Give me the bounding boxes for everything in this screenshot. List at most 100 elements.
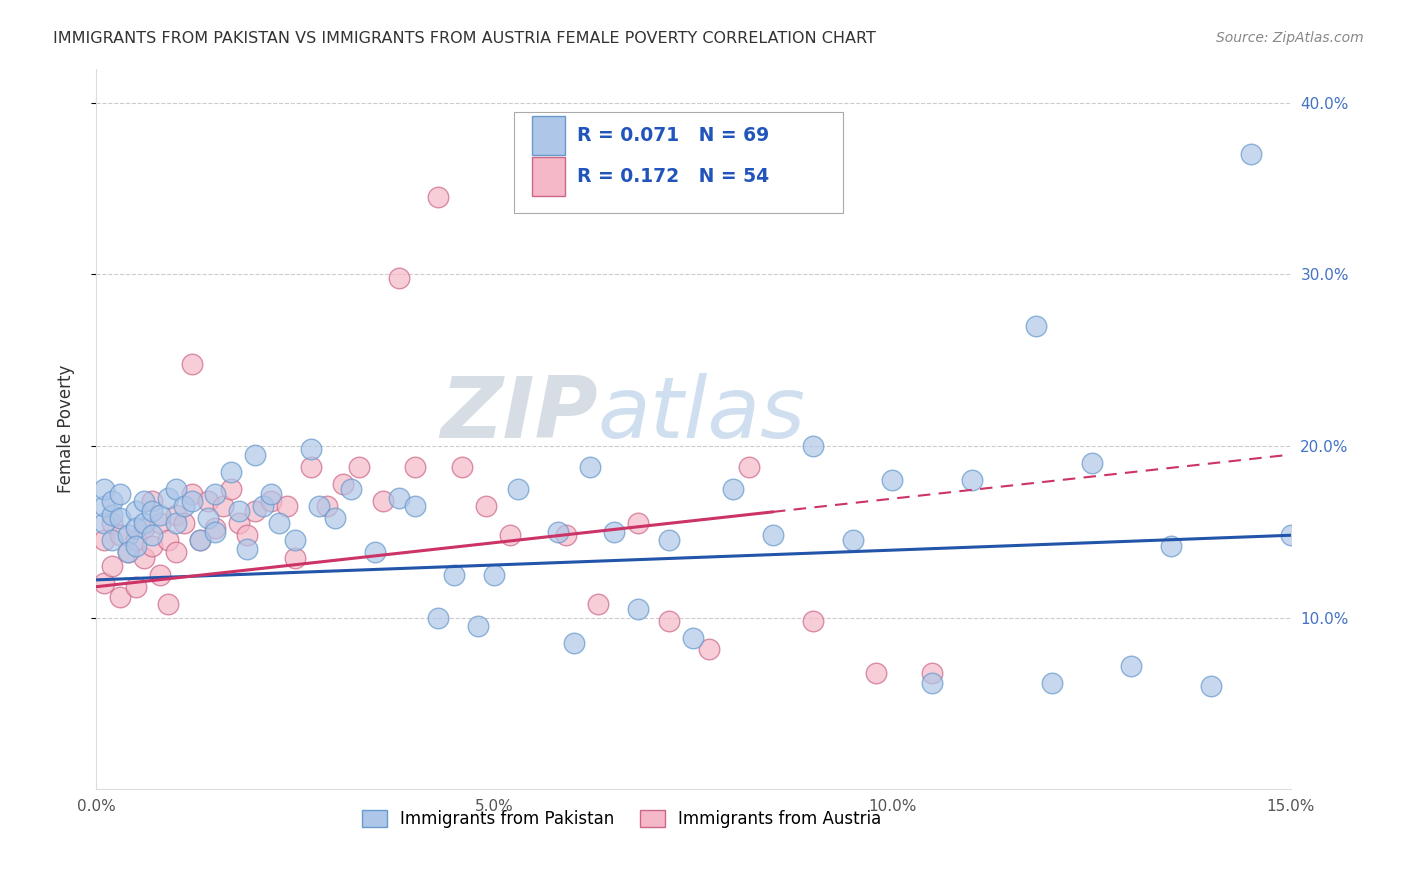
- Point: [451, 459, 474, 474]
- Point: [245, 504, 267, 518]
- Point: [721, 482, 744, 496]
- Point: [204, 487, 226, 501]
- Point: [499, 528, 522, 542]
- Point: [316, 499, 339, 513]
- Point: [1279, 528, 1302, 542]
- Point: [132, 521, 155, 535]
- Point: [308, 499, 330, 513]
- Point: [284, 550, 307, 565]
- Text: R = 0.071   N = 69: R = 0.071 N = 69: [578, 126, 769, 145]
- Point: [93, 516, 115, 531]
- Point: [404, 499, 426, 513]
- Point: [260, 494, 283, 508]
- Point: [180, 487, 202, 501]
- Point: [132, 550, 155, 565]
- Point: [332, 476, 354, 491]
- Point: [276, 499, 298, 513]
- Point: [364, 545, 387, 559]
- Point: [228, 516, 250, 531]
- Point: [762, 528, 785, 542]
- Point: [841, 533, 863, 548]
- Point: [1199, 679, 1222, 693]
- Point: [93, 482, 115, 496]
- Point: [197, 511, 219, 525]
- Point: [204, 521, 226, 535]
- Legend: Immigrants from Pakistan, Immigrants from Austria: Immigrants from Pakistan, Immigrants fro…: [356, 804, 887, 835]
- Point: [156, 533, 179, 548]
- Point: [921, 665, 943, 680]
- Point: [125, 533, 148, 548]
- Point: [108, 487, 131, 501]
- Point: [149, 567, 172, 582]
- Point: [299, 459, 322, 474]
- Point: [865, 665, 887, 680]
- Point: [1240, 147, 1263, 161]
- Point: [388, 271, 411, 285]
- Point: [1160, 539, 1182, 553]
- Point: [475, 499, 498, 513]
- Point: [697, 641, 720, 656]
- Text: atlas: atlas: [598, 373, 806, 456]
- Point: [149, 516, 172, 531]
- Point: [101, 516, 124, 531]
- Point: [371, 494, 394, 508]
- Point: [960, 474, 983, 488]
- Point: [921, 676, 943, 690]
- Text: IMMIGRANTS FROM PAKISTAN VS IMMIGRANTS FROM AUSTRIA FEMALE POVERTY CORRELATION C: IMMIGRANTS FROM PAKISTAN VS IMMIGRANTS F…: [53, 31, 876, 46]
- Point: [388, 491, 411, 505]
- Point: [1121, 658, 1143, 673]
- Point: [506, 482, 529, 496]
- Point: [108, 511, 131, 525]
- FancyBboxPatch shape: [531, 116, 565, 155]
- Point: [173, 499, 195, 513]
- Point: [228, 504, 250, 518]
- FancyBboxPatch shape: [531, 157, 565, 196]
- Point: [204, 524, 226, 539]
- Point: [602, 524, 624, 539]
- Point: [101, 494, 124, 508]
- Point: [93, 576, 115, 591]
- Point: [173, 516, 195, 531]
- Point: [1080, 456, 1102, 470]
- Point: [236, 541, 259, 556]
- Text: Source: ZipAtlas.com: Source: ZipAtlas.com: [1216, 31, 1364, 45]
- Point: [125, 539, 148, 553]
- Point: [101, 559, 124, 574]
- Point: [626, 516, 648, 531]
- Point: [260, 487, 283, 501]
- Point: [117, 528, 139, 542]
- Point: [578, 459, 600, 474]
- Point: [323, 511, 346, 525]
- Point: [269, 516, 291, 531]
- Point: [156, 491, 179, 505]
- Point: [658, 533, 681, 548]
- Point: [523, 185, 546, 199]
- Point: [682, 631, 704, 645]
- Point: [626, 602, 648, 616]
- Point: [299, 442, 322, 457]
- Point: [245, 448, 267, 462]
- FancyBboxPatch shape: [515, 112, 842, 212]
- Point: [212, 499, 235, 513]
- Point: [101, 533, 124, 548]
- Point: [108, 528, 131, 542]
- Point: [801, 439, 824, 453]
- Point: [340, 482, 363, 496]
- Point: [427, 610, 450, 624]
- Point: [562, 636, 585, 650]
- Point: [156, 597, 179, 611]
- Y-axis label: Female Poverty: Female Poverty: [58, 365, 75, 493]
- Point: [132, 516, 155, 531]
- Point: [188, 533, 211, 548]
- Point: [180, 357, 202, 371]
- Text: R = 0.172   N = 54: R = 0.172 N = 54: [578, 167, 769, 186]
- Point: [882, 474, 904, 488]
- Point: [443, 567, 465, 582]
- Point: [149, 508, 172, 522]
- Point: [482, 567, 505, 582]
- Point: [117, 545, 139, 559]
- Point: [165, 545, 187, 559]
- Point: [404, 459, 426, 474]
- Point: [125, 580, 148, 594]
- Point: [117, 545, 139, 559]
